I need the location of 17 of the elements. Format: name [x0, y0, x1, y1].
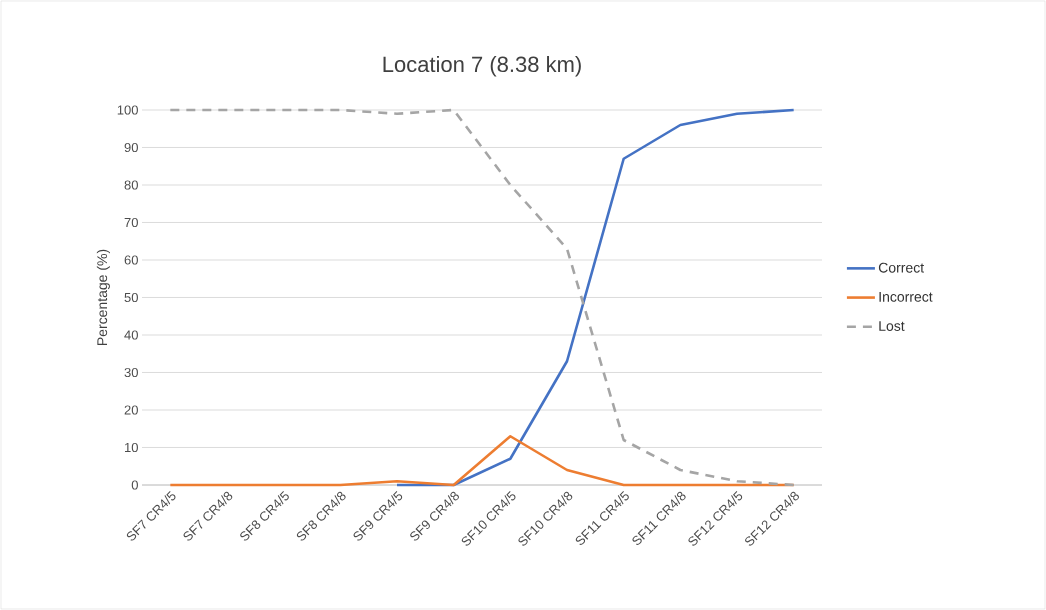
y-tick-label: 100: [117, 105, 138, 115]
legend-label: Lost: [879, 321, 905, 331]
y-tick-label: 40: [124, 330, 138, 340]
line-series: [395, 108, 795, 487]
y-tick-label: 80: [124, 180, 138, 190]
legend-label: Incorrect: [879, 292, 933, 302]
y-tick-label: 30: [124, 367, 138, 378]
y-axis-title: Percentage (%): [96, 249, 110, 345]
y-tick-label: 50: [124, 292, 138, 303]
legend-label: Correct: [878, 262, 925, 273]
y-tick-label: 0: [131, 480, 138, 490]
y-tick-label: 60: [124, 255, 138, 265]
y-tick-label: 10: [125, 442, 138, 453]
chart-title: Location 7 (8.38 km): [383, 55, 581, 77]
y-tick-label: 90: [124, 142, 138, 153]
y-tick-label: 70: [124, 217, 138, 228]
y-tick-label: 20: [124, 405, 138, 415]
